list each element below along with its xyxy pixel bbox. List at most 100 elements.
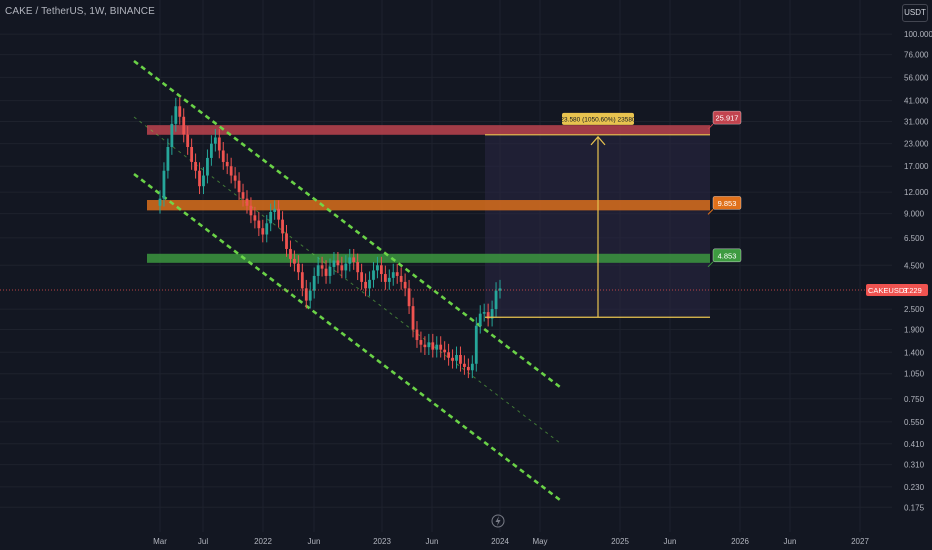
- candle: [431, 333, 435, 358]
- candle-body: [364, 281, 367, 289]
- candle-body: [336, 260, 340, 266]
- time-tick-label: 2024: [491, 537, 509, 546]
- candle: [419, 331, 423, 353]
- candle: [213, 129, 217, 152]
- candle-body: [415, 329, 419, 341]
- candle: [316, 256, 320, 284]
- price-tick-label: 76.000: [904, 51, 929, 60]
- candle-body: [360, 272, 364, 282]
- candle: [455, 346, 458, 369]
- candle-body: [225, 161, 229, 167]
- candle-body: [281, 219, 284, 234]
- candle: [269, 203, 273, 232]
- candle-body: [202, 175, 205, 187]
- candle-body: [455, 354, 458, 361]
- candle: [376, 256, 379, 279]
- candle: [233, 167, 237, 189]
- time-tick-label: 2025: [611, 537, 629, 546]
- currency-button[interactable]: USDT: [902, 4, 928, 22]
- candle: [241, 183, 245, 207]
- measure-arrow-head: [590, 135, 606, 146]
- candle: [427, 333, 431, 355]
- candle-body: [261, 228, 265, 235]
- candle-body: [470, 363, 474, 371]
- candle-body: [277, 208, 281, 220]
- candle-body: [249, 205, 253, 216]
- candle: [411, 297, 415, 338]
- lightning-icon[interactable]: [491, 514, 505, 528]
- candle: [253, 206, 257, 229]
- time-tick-label: Jun: [664, 537, 677, 546]
- candle-body: [387, 277, 391, 282]
- candle-body: [443, 349, 447, 353]
- candle-body: [383, 274, 387, 282]
- candle-body: [265, 223, 269, 235]
- candle-body: [162, 170, 166, 199]
- candle: [423, 336, 427, 355]
- current-price-value: 3.229: [903, 286, 922, 295]
- candle-body: [463, 363, 466, 367]
- zone-tag-box: [712, 196, 742, 210]
- channel-mid-line: [133, 116, 561, 444]
- candle-body: [340, 265, 344, 271]
- price-tick-label: 2.500: [904, 305, 925, 314]
- candle-body: [273, 208, 277, 212]
- candle: [340, 256, 344, 279]
- current-price-symbol: CAKEUSDT: [868, 286, 909, 295]
- candle: [387, 269, 391, 290]
- candle: [474, 317, 478, 372]
- price-tick-label: 41.000: [904, 97, 929, 106]
- candle: [273, 200, 277, 220]
- measure-label-box: [562, 112, 634, 125]
- time-tick-label: 2026: [731, 537, 749, 546]
- zone-tag-label: 9.853: [718, 199, 737, 208]
- candle: [415, 321, 419, 348]
- candle: [482, 303, 486, 322]
- candle: [344, 255, 348, 279]
- candle: [463, 355, 466, 375]
- candle: [332, 252, 336, 275]
- price-axis[interactable]: 100.000 76.000 56.000 41.000 31.000 23.000 17.…: [904, 30, 932, 512]
- candle: [435, 336, 439, 358]
- candle-body: [427, 342, 431, 348]
- candle: [470, 355, 474, 379]
- candle-body: [296, 263, 300, 273]
- candle-body: [241, 192, 245, 199]
- candle-body: [411, 306, 415, 330]
- candle-body: [170, 123, 174, 147]
- candle-body: [403, 281, 407, 289]
- candle-body: [379, 265, 383, 275]
- price-tick-label: 1.900: [904, 326, 925, 335]
- symbol-title: CAKE / TetherUS, 1W, BINANCE: [5, 6, 155, 17]
- green-zone: [147, 253, 710, 263]
- candle: [174, 97, 178, 132]
- candle-body: [194, 161, 197, 171]
- candle-body: [490, 309, 494, 319]
- candle-body: [312, 275, 316, 291]
- time-axis[interactable]: Mar Jul 2022 Jun 2023 Jun 2024 May 2025 Jun 2026 Ju…: [153, 537, 869, 546]
- candle: [194, 153, 197, 179]
- green-zone-tag: 4.853: [707, 248, 742, 268]
- candle-body: [158, 198, 162, 206]
- candle-body: [435, 344, 439, 350]
- price-tick-label: 0.550: [904, 418, 925, 427]
- candle: [328, 258, 332, 284]
- candle-layer: [158, 97, 502, 379]
- candle-body: [447, 352, 451, 358]
- candle-body: [206, 157, 209, 176]
- candle-body: [474, 325, 478, 364]
- candle: [225, 153, 229, 175]
- candle: [296, 255, 300, 281]
- candle-body: [419, 340, 423, 345]
- candle-body: [344, 263, 348, 271]
- candle: [170, 115, 174, 155]
- candle-body: [269, 211, 273, 224]
- candle-body: [451, 357, 454, 361]
- candle-body: [466, 366, 470, 371]
- candle: [395, 263, 399, 284]
- time-tick-label: Jul: [198, 537, 208, 546]
- candle-body: [217, 137, 221, 151]
